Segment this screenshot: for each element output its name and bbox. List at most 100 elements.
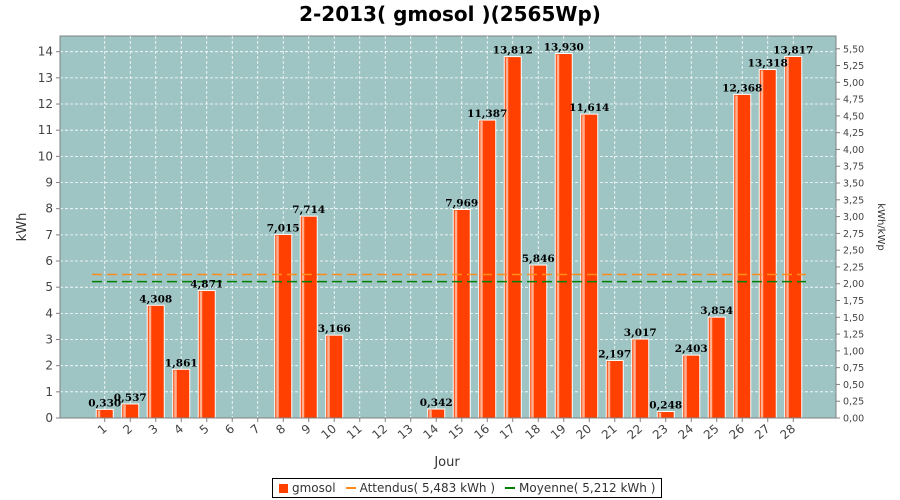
x-tick-label: 18	[522, 422, 543, 443]
bar-highlight	[327, 336, 330, 418]
bar-highlight	[505, 57, 509, 419]
y-tick-label: 6	[45, 254, 53, 268]
y-tick-label: 3	[45, 333, 53, 347]
legend-item-attendus: Attendus( 5,483 kWh )	[345, 481, 496, 495]
x-tick-label: 16	[471, 422, 492, 443]
x-tick-label: 25	[701, 422, 722, 443]
bar-20	[580, 113, 599, 419]
y-axis-right: 0,00 0,25 0,50 0,75 1,00 1,25 1,50 1,75 2,00 2,25…	[835, 36, 864, 425]
y-tick-label: 5	[45, 280, 53, 294]
x-tick-label: 7	[248, 422, 263, 438]
y-tick-label: 0	[45, 411, 53, 425]
bar-label-14: 0,342	[420, 397, 453, 409]
y-tick-label: 7	[45, 228, 53, 242]
bar-highlight	[174, 370, 177, 418]
y-axis-label: kWh	[15, 213, 30, 242]
y2-tick-label: 4,00	[843, 145, 864, 156]
bar-label-9: 7,714	[292, 204, 325, 216]
bar-22	[631, 338, 650, 419]
bar-label-26: 12,368	[722, 82, 762, 94]
y2-tick-label: 5,25	[843, 61, 864, 72]
x-tick-label: 26	[726, 422, 747, 443]
x-axis: 1 2 3 4 5 6 7 8 9 10 11 12 13 14 15 16 17 18 19 20 21 22 23 24 2…	[60, 417, 836, 443]
bar-label-16: 11,387	[467, 108, 507, 120]
bar-19	[554, 53, 573, 419]
y2-tick-label: 3,50	[843, 179, 864, 190]
bar-label-20: 11,614	[569, 102, 609, 114]
y-tick-label: 9	[45, 176, 53, 190]
bar-highlight	[658, 412, 662, 418]
y-tick-label: 2	[45, 359, 53, 373]
legend-swatch-gmosol	[279, 483, 288, 493]
x-tick-label: 3	[146, 422, 161, 438]
legend-label-gmosol: gmosol	[292, 481, 336, 495]
bar-highlight	[607, 361, 611, 418]
bar-27	[758, 69, 777, 419]
x-tick-label: 2	[120, 422, 135, 438]
x-tick-label: 4	[171, 422, 186, 438]
y-tick-label: 8	[45, 202, 53, 216]
y2-tick-label: 1,00	[843, 346, 864, 357]
bar-28	[784, 55, 803, 419]
x-tick-label: 14	[420, 422, 441, 443]
y2-tick-label: 3,25	[843, 195, 864, 206]
y-tick-label: 11	[38, 123, 53, 137]
bar-highlight	[531, 266, 534, 418]
bar-8	[274, 233, 293, 419]
y-tick-label: 13	[38, 71, 53, 85]
legend: gmosol Attendus( 5,483 kWh ) Moyenne( 5,…	[272, 478, 663, 498]
plot-area	[59, 35, 837, 419]
y2-tick-label: 4,75	[843, 95, 864, 106]
x-tick-label: 1	[95, 422, 110, 438]
bar-18	[529, 264, 548, 419]
bar-23	[656, 411, 675, 419]
bar-highlight	[760, 70, 764, 419]
x-tick-label: 27	[752, 422, 773, 443]
bars	[95, 53, 803, 419]
bar-4	[172, 368, 191, 419]
y2-tick-label: 2,50	[843, 246, 864, 257]
y2-tick-label: 2,75	[843, 229, 864, 240]
bar-label-2: 0,537	[114, 392, 147, 404]
y2-tick-label: 5,00	[843, 78, 864, 89]
bar-label-1: 0,330	[88, 397, 121, 409]
x-tick-label: 9	[299, 422, 314, 438]
y-tick-label: 14	[38, 45, 53, 59]
bar-5	[197, 290, 216, 419]
y2-tick-label: 3,75	[843, 162, 864, 173]
x-tick-label: 12	[369, 422, 390, 443]
bar-24	[682, 354, 701, 419]
x-tick-label: 5	[197, 422, 212, 438]
bar-highlight	[301, 217, 305, 418]
bar-label-19: 13,930	[544, 42, 584, 54]
legend-item-gmosol: gmosol	[279, 481, 336, 495]
bar-25	[707, 316, 726, 419]
bar-label-5: 4,871	[190, 279, 223, 291]
bar-highlight	[199, 291, 203, 418]
bar-label-15: 7,969	[445, 197, 478, 209]
bar-highlight	[123, 404, 126, 418]
y-tick-label: 4	[45, 306, 53, 320]
bar-label-28: 13,817	[773, 44, 813, 56]
y-tick-label: 10	[38, 149, 53, 163]
legend-swatch-attendus	[345, 487, 356, 489]
legend-label-attendus: Attendus( 5,483 kWh )	[359, 481, 496, 495]
bar-highlight	[454, 210, 458, 418]
bar-label-10: 3,166	[318, 323, 351, 335]
bar-16	[478, 119, 497, 419]
legend-label-moyenne: Moyenne( 5,212 kWh )	[519, 481, 656, 495]
bar-label-23: 0,248	[649, 400, 682, 412]
bar-highlight	[429, 410, 432, 418]
bar-label-22: 3,017	[624, 327, 657, 339]
x-axis-label: Jour	[433, 455, 460, 470]
bar-label-24: 2,403	[675, 343, 708, 355]
x-tick-label: 11	[344, 422, 365, 443]
bar-label-18: 5,846	[522, 253, 555, 265]
x-tick-label: 10	[318, 422, 339, 443]
y2-tick-label: 3,00	[843, 212, 864, 223]
bar-label-25: 3,854	[700, 305, 733, 317]
legend-item-moyenne: Moyenne( 5,212 kWh )	[505, 481, 655, 495]
chart-title: 2-2013( gmosol )(2565Wp)	[299, 2, 601, 26]
